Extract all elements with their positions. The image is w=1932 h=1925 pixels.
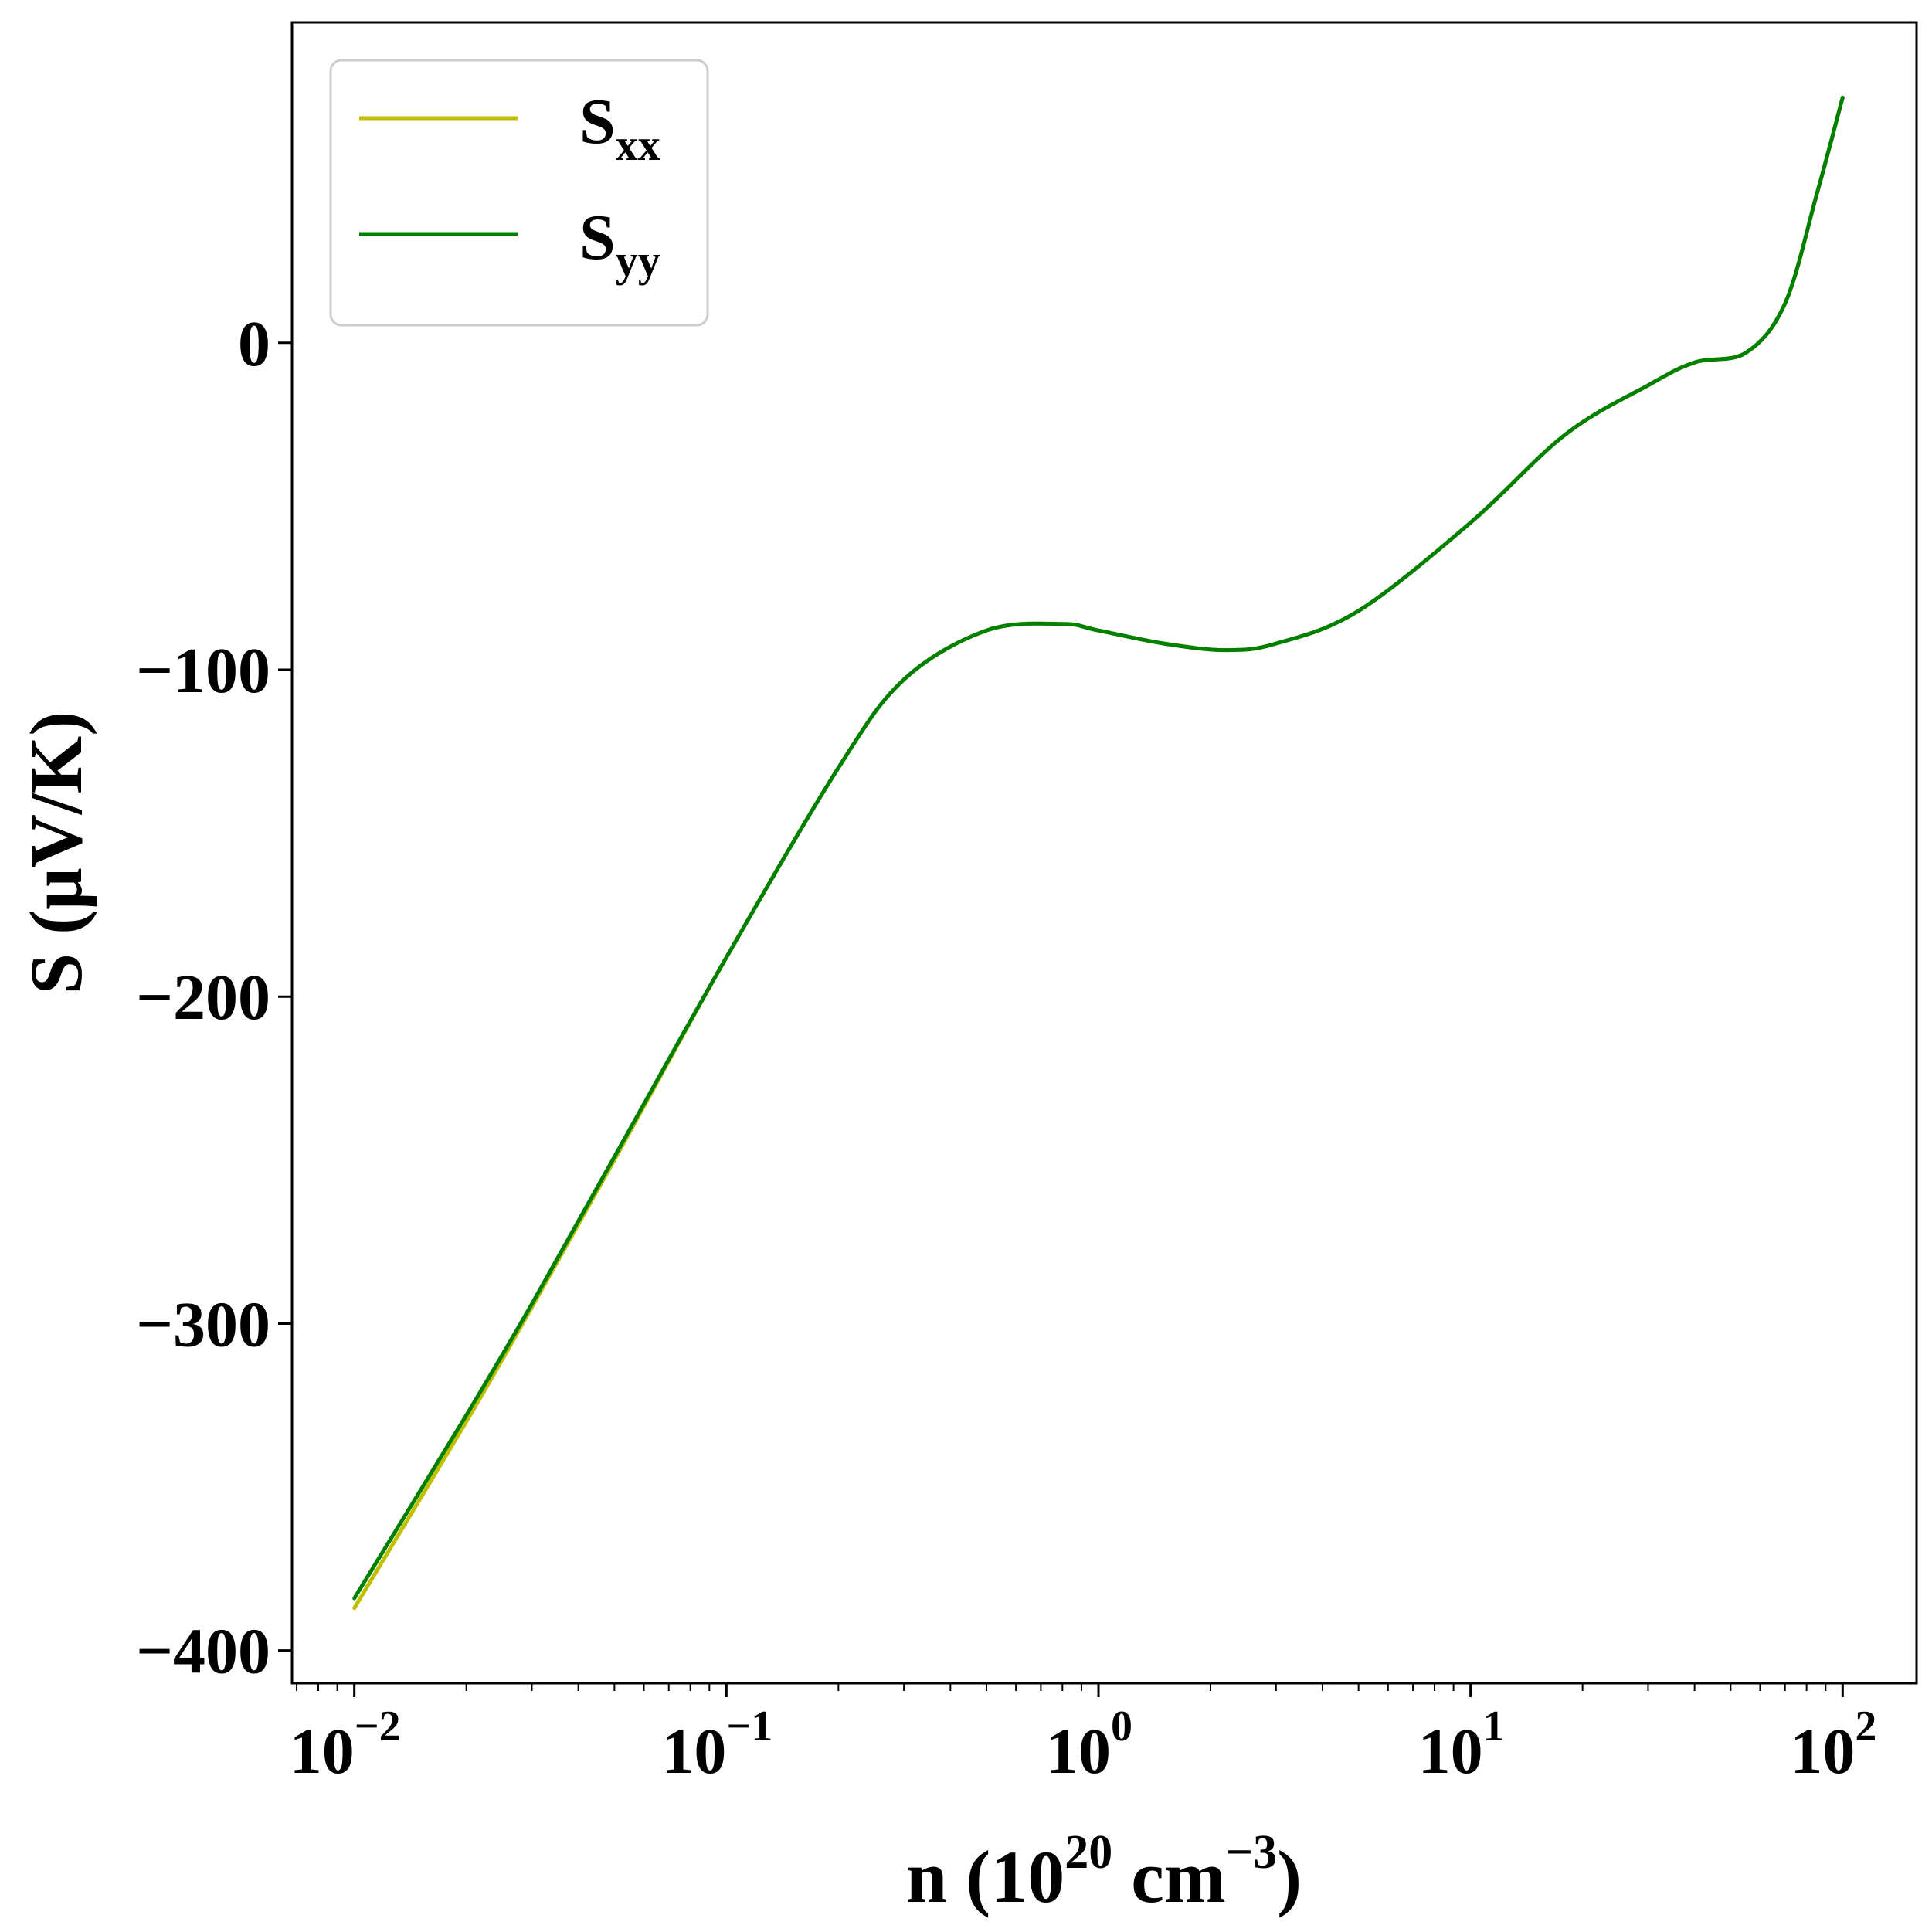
- x-axis-ticks: 10−2 10−1 100 101 102: [290, 1683, 1876, 1788]
- x-tick-label-exponent: −2: [355, 1703, 401, 1750]
- x-tick-label-base: 10: [1790, 1716, 1855, 1788]
- y-tick-label: −300: [136, 1288, 270, 1360]
- series-layer: [352, 95, 1845, 1611]
- x-axis-label-end: ): [1277, 1835, 1302, 1918]
- x-tick-label-exponent: 0: [1111, 1703, 1132, 1750]
- y-tick-label: −200: [136, 962, 270, 1034]
- legend-label-syy-sub: yy: [616, 236, 660, 286]
- x-tick-label-base: 10: [1418, 1716, 1483, 1788]
- y-axis-ticks: 0 −100 −200 −300 −400: [136, 308, 292, 1688]
- x-tick-label: 10−1: [661, 1703, 772, 1788]
- y-tick-label: −400: [136, 1616, 270, 1688]
- x-axis-label-unit: cm: [1112, 1835, 1226, 1918]
- legend: Sxx Syy: [329, 59, 709, 327]
- x-tick-label-base: 10: [1046, 1716, 1111, 1788]
- x-tick-label: 102: [1790, 1703, 1876, 1788]
- x-axis-label: n (1020 cm−3): [906, 1826, 1302, 1918]
- x-axis-label-unit-exponent: −3: [1226, 1826, 1277, 1879]
- plot-frame: [290, 21, 1918, 1685]
- x-tick-label: 101: [1418, 1703, 1505, 1788]
- legend-box: [329, 59, 709, 327]
- legend-label-syy: Syy: [579, 202, 660, 286]
- x-tick-label-exponent: −1: [726, 1703, 772, 1750]
- x-axis-label-base: n (10: [906, 1835, 1064, 1918]
- series-line-syy: [352, 95, 1845, 1601]
- legend-label-sxx: Sxx: [579, 86, 660, 170]
- y-axis-label: S (μV/K): [15, 711, 97, 994]
- x-tick-label-exponent: 2: [1855, 1703, 1876, 1750]
- x-tick-label-exponent: 1: [1483, 1703, 1505, 1750]
- x-tick-label: 100: [1046, 1703, 1132, 1788]
- legend-label-syy-main: S: [579, 202, 616, 273]
- x-axis-label-exponent: 20: [1064, 1826, 1112, 1879]
- y-tick-label: −100: [136, 635, 270, 707]
- x-tick-label: 10−2: [290, 1703, 401, 1788]
- y-tick-label: 0: [238, 308, 270, 380]
- legend-label-sxx-sub: xx: [616, 120, 660, 170]
- x-tick-label-base: 10: [661, 1716, 726, 1788]
- x-tick-label-base: 10: [290, 1716, 355, 1788]
- legend-label-sxx-main: S: [579, 86, 616, 158]
